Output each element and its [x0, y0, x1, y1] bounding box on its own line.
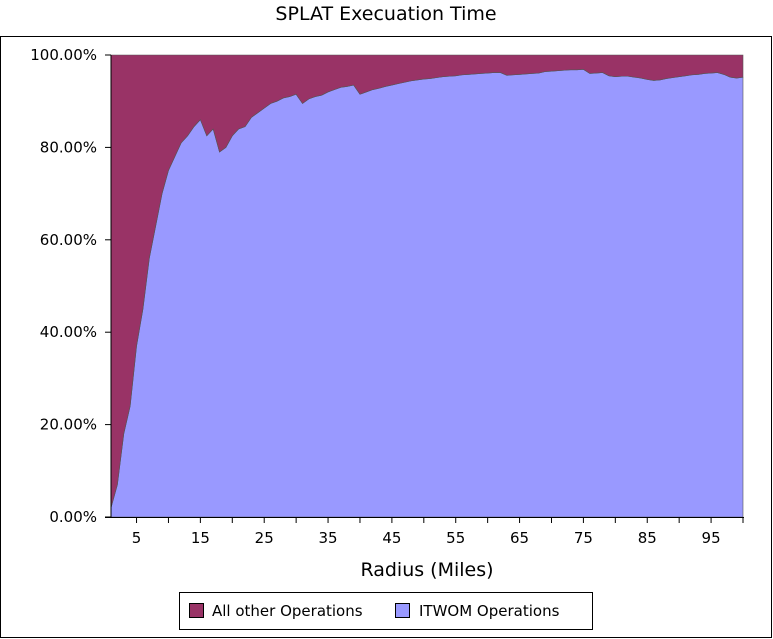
x-tick-label: 15	[191, 529, 210, 547]
y-tick-label: 40.00%	[40, 323, 97, 341]
x-tick-label: 25	[255, 529, 274, 547]
chart-title: SPLAT Execuation Time	[275, 3, 496, 25]
x-tick-label: 55	[446, 529, 465, 547]
axes	[105, 55, 744, 518]
y-tick-label: 20.00%	[40, 416, 97, 434]
legend-swatch-all-other-operations	[189, 603, 204, 618]
series-area-all-other-operations	[110, 54, 744, 508]
y-tick-label: 60.00%	[40, 231, 97, 249]
plot-area	[110, 54, 744, 518]
y-tick-label: 80.00%	[40, 138, 97, 156]
x-ticks: 5 15 25 35 45 55 65 75 85 95	[132, 517, 744, 547]
x-tick-label: 5	[132, 529, 142, 547]
legend-swatch-itwom-operations	[395, 603, 410, 618]
legend-box	[179, 592, 593, 630]
x-tick-label: 65	[510, 529, 529, 547]
x-tick-label: 45	[382, 529, 401, 547]
x-tick-label: 85	[638, 529, 657, 547]
series-area-itwom-operations	[110, 69, 744, 518]
x-tick-label: 75	[574, 529, 593, 547]
legend-label-itwom-operations: ITWOM Operations	[419, 602, 560, 620]
legend-label-all-other-operations: All other Operations	[212, 602, 363, 620]
y-tick-label: 100.00%	[30, 46, 97, 64]
x-tick-label: 95	[702, 529, 721, 547]
x-axis-label: Radius (Miles)	[360, 559, 493, 581]
x-tick-label: 35	[319, 529, 338, 547]
legend: All other Operations ITWOM Operations	[179, 592, 593, 630]
y-ticks: 0.00% 20.00% 40.00% 60.00% 80.00% 100.00%	[30, 46, 111, 526]
y-tick-label: 0.00%	[49, 508, 97, 526]
